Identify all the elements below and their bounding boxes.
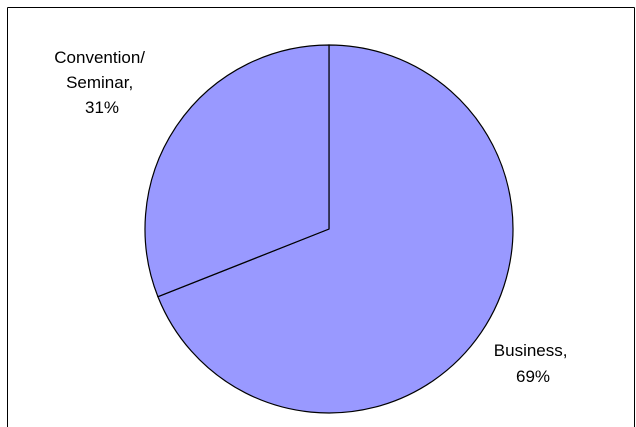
business-label-line2: 69% <box>516 367 550 386</box>
business-label-line1: Business, <box>494 341 568 360</box>
business-data-label: Business, 69% <box>494 341 572 386</box>
pie-slices <box>144 44 514 414</box>
convention-label-line1: Convention/ <box>54 48 145 67</box>
convention-label-line2: Seminar, <box>66 73 133 92</box>
business-slice <box>157 44 514 414</box>
convention-data-label: Convention/ Seminar, 31% <box>54 48 149 117</box>
convention-label-line3: 31% <box>85 98 119 117</box>
convention-seminar-slice <box>144 44 330 298</box>
